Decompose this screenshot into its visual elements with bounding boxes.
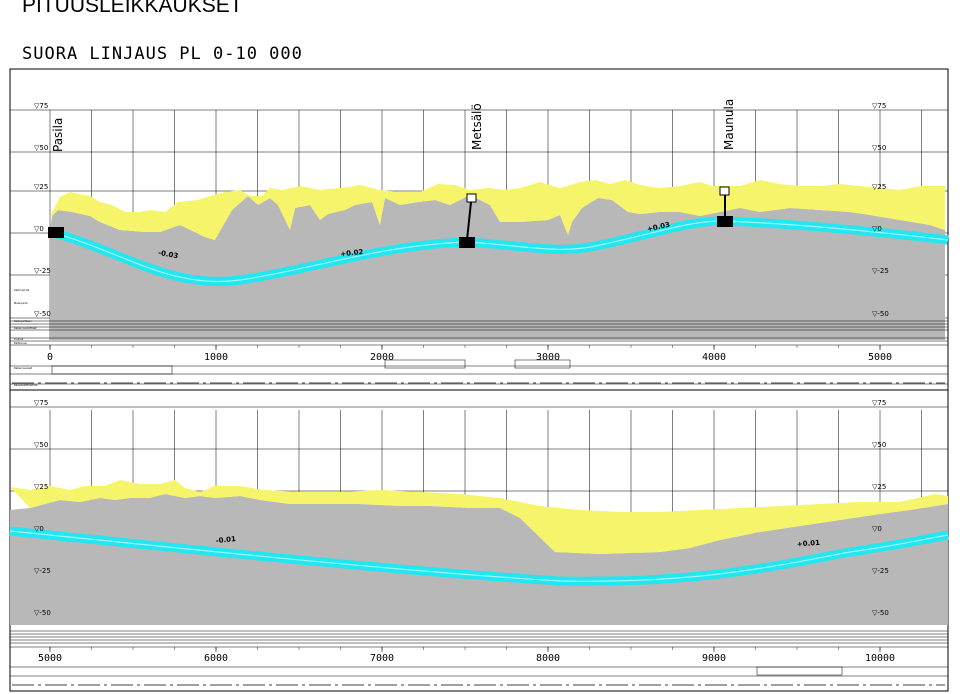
station-names: Pasila Metsälö Maunula bbox=[51, 99, 736, 152]
station-block-maunula bbox=[717, 216, 733, 227]
upper-profile-panel: ▽75 ▽75 ▽50 ▽50 ▽25 ▽25 ▽0 ▽0 ▽-25 ▽-25 ▽-50 ▽-50 -… bbox=[10, 99, 949, 387]
lower-soil-layer bbox=[10, 480, 948, 554]
elevation-label-left: ▽50 bbox=[34, 441, 48, 449]
gradient-label: -0.03 bbox=[158, 249, 179, 260]
row-label: Maanpinta bbox=[14, 301, 28, 305]
chainage-label: 3000 bbox=[536, 352, 560, 363]
shaft-top-maunula bbox=[719, 186, 730, 196]
elevation-label-right: ▽50 bbox=[872, 144, 886, 152]
upper-attribute-rows: KallionpintaMaanpintaKalliopeitteenRaken… bbox=[10, 288, 948, 387]
row-label: Kaavavaihtoehdot bbox=[14, 383, 38, 387]
elevation-label-left: ▽0 bbox=[34, 225, 44, 233]
row-label: Kaltevuus bbox=[14, 341, 27, 345]
elevation-label-right: ▽-25 bbox=[872, 567, 889, 575]
gradient-label: +0.01 bbox=[797, 539, 821, 549]
page-title: PITUUSLEIKKAUKSET bbox=[22, 0, 243, 17]
chainage-label: 5000 bbox=[38, 653, 62, 664]
station-name: Metsälö bbox=[470, 103, 484, 150]
row-label: Tunneli bbox=[14, 337, 23, 341]
elevation-label-right: ▽-25 bbox=[872, 267, 889, 275]
lower-tunnel-centerline bbox=[9, 530, 949, 582]
lower-chainage-axis: 5000 6000 7000 8000 9000 10000 bbox=[10, 639, 948, 686]
chainage-label: 2000 bbox=[370, 352, 394, 363]
upper-elevation-labels: ▽75 ▽75 ▽50 ▽50 ▽25 ▽25 ▽0 ▽0 ▽-25 ▽-25 ▽-50 ▽-50 bbox=[34, 102, 889, 318]
gradient-label: +0.02 bbox=[340, 248, 364, 258]
station-block-metsalo bbox=[459, 237, 475, 248]
elevation-label-right: ▽0 bbox=[872, 225, 882, 233]
chainage-label: 9000 bbox=[702, 653, 726, 664]
elevation-label-right: ▽50 bbox=[872, 441, 886, 449]
elevation-label-right: ▽75 bbox=[872, 399, 886, 407]
elevation-label-left: ▽25 bbox=[34, 183, 48, 191]
elevation-label-right: ▽25 bbox=[872, 183, 886, 191]
elevation-label-left: ▽-25 bbox=[34, 567, 51, 575]
station-name: Maunula bbox=[722, 99, 736, 150]
elevation-label-right: ▽-50 bbox=[872, 609, 889, 617]
lower-rock-layer bbox=[10, 494, 948, 625]
chainage-label: 7000 bbox=[370, 653, 394, 664]
lower-gradient-labels: -0.01 +0.01 bbox=[215, 535, 820, 548]
gradient-label: -0.01 bbox=[215, 535, 236, 545]
elevation-label-right: ▽0 bbox=[872, 525, 882, 533]
chainage-label: 5000 bbox=[868, 352, 892, 363]
lower-attribute-rows bbox=[10, 630, 948, 638]
elevation-label-left: ▽25 bbox=[34, 483, 48, 491]
upper-tunnel-centerline bbox=[49, 220, 949, 283]
station-block-pasila bbox=[48, 227, 64, 238]
elevation-label-left: ▽75 bbox=[34, 399, 48, 407]
station-name: Pasila bbox=[51, 118, 65, 152]
elevation-label-left: ▽-50 bbox=[34, 310, 51, 318]
chainage-label: 6000 bbox=[204, 653, 228, 664]
chainage-label: 0 bbox=[47, 352, 53, 363]
lower-elevation-labels: ▽75 ▽75 ▽50 ▽50 ▽25 ▽25 ▽0 ▽0 ▽-25 ▽-25 ▽-50 ▽-50 bbox=[34, 399, 889, 617]
shaft-metsalo bbox=[466, 201, 472, 241]
profile-row-box bbox=[384, 359, 466, 369]
chainage-label: 10000 bbox=[865, 653, 895, 664]
upper-chainage-axis: 0 1000 2000 3000 4000 5000 bbox=[10, 337, 948, 385]
elevation-label-left: ▽-25 bbox=[34, 267, 51, 275]
chainage-label: 1000 bbox=[204, 352, 228, 363]
profile-row-box bbox=[756, 666, 843, 676]
elevation-label-right: ▽-50 bbox=[872, 310, 889, 318]
row-label: Rakennuskohteet bbox=[14, 326, 37, 330]
upper-rock-layer bbox=[50, 195, 945, 340]
profile-row-box bbox=[51, 365, 173, 375]
drawing-frame bbox=[9, 68, 949, 692]
elevation-label-right: ▽25 bbox=[872, 483, 886, 491]
profile-row-box bbox=[514, 359, 571, 369]
elevation-label-left: ▽0 bbox=[34, 525, 44, 533]
lower-profile-panel: ▽75 ▽75 ▽50 ▽50 ▽25 ▽25 ▽0 ▽0 ▽-25 ▽-25 ▽-50 ▽-50 -… bbox=[9, 399, 949, 686]
elevation-label-left: ▽-50 bbox=[34, 609, 51, 617]
elevation-label-left: ▽75 bbox=[34, 102, 48, 110]
chainage-label: 4000 bbox=[702, 352, 726, 363]
elevation-label-left: ▽50 bbox=[34, 144, 48, 152]
elevation-label-right: ▽75 bbox=[872, 102, 886, 110]
row-label: Rakennusosat bbox=[14, 366, 32, 370]
drawing-subtitle: SUORA LINJAUS PL 0-10 000 bbox=[22, 44, 303, 64]
chainage-label: 8000 bbox=[536, 653, 560, 664]
shaft-top-metsalo bbox=[466, 193, 477, 203]
row-label: Kallionpinta bbox=[14, 288, 30, 292]
